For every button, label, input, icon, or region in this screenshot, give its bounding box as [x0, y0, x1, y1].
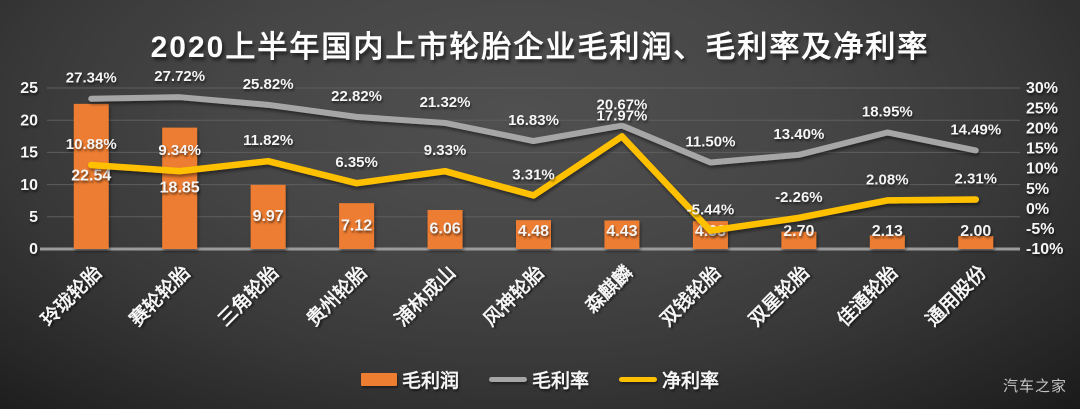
net-margin-label: 3.31%: [512, 166, 555, 183]
right-axis-tick: -5%: [1026, 221, 1054, 238]
gross-margin-label: 11.50%: [685, 133, 735, 150]
legend-item-net-margin: 净利率: [619, 366, 719, 393]
gross-margin-label: 22.82%: [331, 88, 382, 105]
category-label: 风神轮胎: [479, 261, 549, 331]
right-axis-tick: 5%: [1026, 181, 1049, 198]
bar-value-label: 2.13: [872, 223, 903, 240]
category-label: 双钱轮胎: [655, 261, 725, 331]
category-label: 三角轮胎: [213, 261, 283, 331]
gross-margin-label: 16.83%: [508, 112, 559, 129]
bar-value-label: 7.12: [341, 217, 372, 234]
net-margin-label: 17.97%: [597, 107, 648, 124]
bar: [73, 103, 109, 249]
net-margin-label: 10.88%: [66, 136, 117, 153]
right-axis-tick: 10%: [1026, 161, 1058, 178]
right-axis-tick: 20%: [1026, 120, 1058, 137]
category-label: 森麒麟: [580, 260, 637, 317]
bar: [958, 236, 994, 249]
net-margin-label: 2.08%: [866, 171, 909, 188]
gross-margin-label: 13.40%: [773, 126, 824, 143]
gross-margin-line: [88, 94, 979, 166]
gross-profit-bar-swatch-icon: [360, 373, 397, 386]
gross-margin-label: 27.34%: [66, 70, 117, 87]
legend-label-net-margin: 净利率: [662, 371, 720, 392]
right-axis-tick: 25%: [1026, 100, 1058, 117]
right-axis-tick: 30%: [1026, 80, 1058, 97]
legend-label-gross-margin: 毛利率: [531, 371, 589, 392]
category-label: 浦林成山: [390, 261, 460, 331]
bar-value-label: 4.43: [606, 223, 637, 240]
gross-margin-line-swatch-icon: [488, 377, 527, 382]
bar-value-label: 4.48: [518, 223, 549, 240]
gross-margin-label: 27.72%: [154, 68, 205, 85]
net-margin-label: 2.31%: [954, 170, 997, 187]
bar-value-label: 6.06: [429, 221, 460, 238]
bar: [427, 209, 463, 249]
bar: [781, 231, 817, 249]
legend: 毛利润 毛利率 净利率: [0, 366, 1080, 393]
bar-value-label: 2.00: [960, 223, 991, 240]
bar-value-label: 2.70: [783, 223, 814, 240]
category-label: 贵州轮胎: [302, 261, 372, 331]
left-axis-tick: 5: [29, 209, 38, 226]
net-margin-line: [87, 133, 980, 234]
gross-margin-label: 25.82%: [243, 76, 294, 93]
left-axis-tick: 10: [20, 177, 38, 194]
bar-value-label: 9.97: [253, 208, 284, 225]
net-margin-label: -2.26%: [775, 189, 823, 206]
legend-label-gross-profit: 毛利润: [401, 371, 459, 392]
net-margin-label: 6.35%: [335, 154, 378, 171]
bar: [516, 220, 551, 249]
left-axis-tick: 25: [20, 80, 38, 97]
category-label: 双星轮胎: [744, 261, 814, 331]
right-axis-tick: 0%: [1026, 201, 1049, 218]
legend-item-gross-margin: 毛利率: [488, 366, 589, 393]
category-label: 通用股份: [921, 260, 992, 331]
net-margin-label: 11.82%: [243, 132, 293, 149]
net-margin-label: 9.33%: [424, 142, 467, 159]
legend-item-gross-profit: 毛利润: [360, 366, 459, 393]
right-axis-tick: 15%: [1026, 141, 1058, 158]
net-margin-label: 9.34%: [158, 142, 201, 159]
left-axis-tick: 15: [20, 145, 38, 162]
bar: [339, 203, 375, 249]
category-label: 佳通轮胎: [832, 261, 902, 331]
bar: [162, 127, 198, 249]
net-margin-label: -5.44%: [687, 202, 735, 219]
bar-value-label: 18.85: [160, 180, 200, 197]
watermark: 汽车之家: [1002, 378, 1067, 395]
bar: [604, 220, 640, 249]
bar: [869, 235, 905, 249]
bar: [250, 184, 286, 249]
net-margin-line-swatch-icon: [619, 377, 657, 382]
category-label: 赛轮轮胎: [124, 261, 195, 332]
bar-value-label: 22.54: [71, 168, 111, 185]
gross-margin-label: 20.67%: [597, 97, 648, 114]
gross-margin-label: 18.95%: [862, 103, 913, 120]
left-axis-tick: 0: [29, 241, 38, 258]
right-axis-tick: -10%: [1026, 241, 1063, 258]
gross-margin-label: 14.49%: [950, 121, 1001, 138]
chart-title: 2020上半年国内上市轮胎企业毛利润、毛利率及净利率: [150, 31, 930, 64]
gross-margin-label: 21.32%: [420, 94, 471, 111]
left-axis-tick: 20: [20, 112, 38, 129]
category-label: 玲珑轮胎: [36, 261, 106, 331]
